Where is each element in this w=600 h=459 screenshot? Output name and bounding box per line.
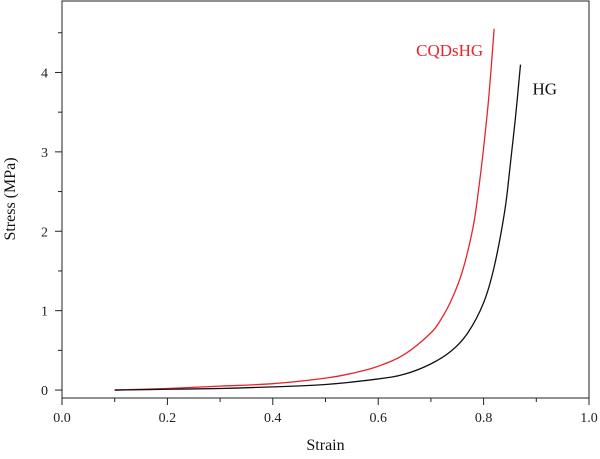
series-label-cqdshg: CQDsHG — [416, 41, 483, 60]
series-lines — [114, 28, 522, 391]
series-line-hg — [114, 64, 522, 391]
x-tick-label: 1.0 — [580, 411, 598, 426]
series-labels: CQDsHG HG — [416, 41, 557, 99]
plot-area-frame — [61, 0, 590, 399]
x-tick-label: 0.0 — [53, 411, 71, 426]
x-tick-label: 0.6 — [369, 411, 387, 426]
y-tick-label: 1 — [41, 305, 48, 320]
x-axis-title: Strain — [306, 437, 344, 454]
x-tick-label: 0.8 — [475, 411, 493, 426]
y-tick-label: 2 — [41, 225, 48, 240]
x-axis-ticks: 0.0 0.2 0.4 0.6 0.8 1.0 — [53, 398, 598, 426]
series-label-hg: HG — [532, 80, 557, 99]
x-tick-label: 0.2 — [159, 411, 177, 426]
y-axis-title: Stress (MPa) — [2, 157, 19, 240]
y-tick-label: 0 — [41, 384, 48, 399]
y-tick-label: 3 — [41, 146, 48, 161]
series-line-cqdshg — [114, 28, 495, 391]
y-tick-label: 4 — [41, 66, 48, 81]
y-axis-ticks: 0 1 2 3 4 — [41, 32, 62, 399]
x-tick-label: 0.4 — [264, 411, 282, 426]
